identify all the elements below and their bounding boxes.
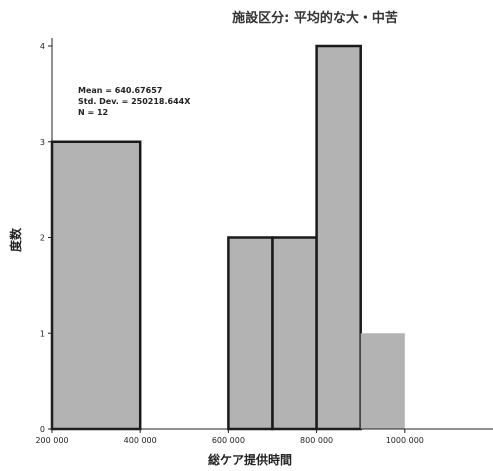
histogram-bar [315, 44, 362, 431]
x-axis-title: 総ケア提供時間 [208, 452, 292, 467]
y-tick-label: 3 [40, 138, 45, 147]
histogram-bar [360, 333, 405, 429]
x-tick-label: 600 000 [212, 436, 245, 445]
stats-mean: Mean = 640.67657 [78, 86, 162, 95]
x-tick-label: 1000 000 [386, 436, 424, 445]
chart-title: 施設区分: 平均的な大・中苦 [232, 10, 398, 26]
y-tick-label: 2 [40, 234, 45, 243]
y-tick-label: 0 [40, 425, 45, 434]
x-tick-label: 800 000 [300, 436, 333, 445]
stats-box: Mean = 640.67657 Std. Dev. = 250218.644X… [78, 86, 191, 117]
histogram-bar [50, 140, 142, 431]
y-tick-label: 4 [40, 42, 45, 51]
x-axis-ticks: 200 000 400 000 600 000 800 000 1000 000 [35, 429, 424, 445]
histogram-bar [271, 236, 318, 431]
stats-n: N = 12 [78, 108, 108, 117]
histogram-bars [50, 44, 405, 431]
y-axis-ticks: 0 1 2 3 4 [40, 42, 52, 434]
y-tick-label: 1 [40, 329, 45, 338]
stats-std-dev: Std. Dev. = 250218.644X [78, 97, 191, 106]
x-tick-label: 400 000 [124, 436, 157, 445]
histogram-bar [227, 236, 274, 431]
x-tick-label: 200 000 [35, 436, 68, 445]
y-axis-title: 度数 [8, 227, 23, 252]
